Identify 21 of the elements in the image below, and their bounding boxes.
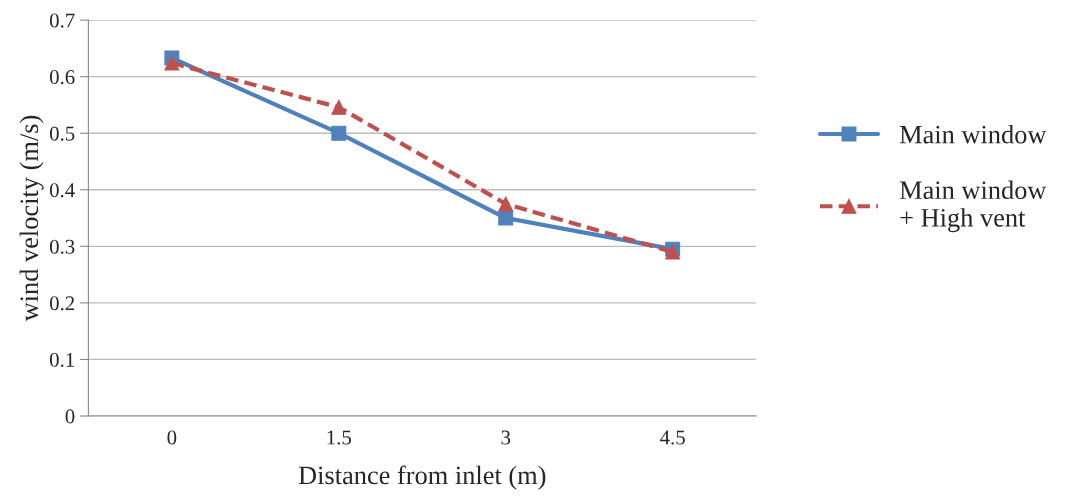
legend-label: Main window [899, 124, 1047, 144]
point [164, 55, 180, 71]
y-tick-label: 0.5 [49, 126, 75, 141]
y-tick-label: 0.1 [49, 352, 74, 367]
y-tick-label: 0.4 [49, 183, 75, 198]
x-tick-label: 4.5 [660, 430, 685, 445]
y-tick-label: 0.7 [49, 13, 75, 28]
point [331, 125, 347, 141]
point [498, 210, 514, 226]
y-tick-label: 0.6 [49, 70, 75, 85]
y-tick-label: 0 [65, 409, 75, 424]
legend-label: Main window + High vent [899, 180, 1047, 233]
x-tick-label: 0 [167, 430, 177, 445]
x-tick-label: 3 [501, 430, 511, 445]
y-tick-label: 0.3 [49, 239, 75, 254]
point [498, 196, 514, 212]
point [331, 99, 347, 115]
y-axis-title: wind velocity (m/s) [19, 115, 44, 322]
x-axis-title: Distance from inlet (m) [298, 465, 546, 490]
y-tick-label: 0.2 [49, 296, 75, 311]
x-tick-label: 1.5 [327, 430, 352, 445]
